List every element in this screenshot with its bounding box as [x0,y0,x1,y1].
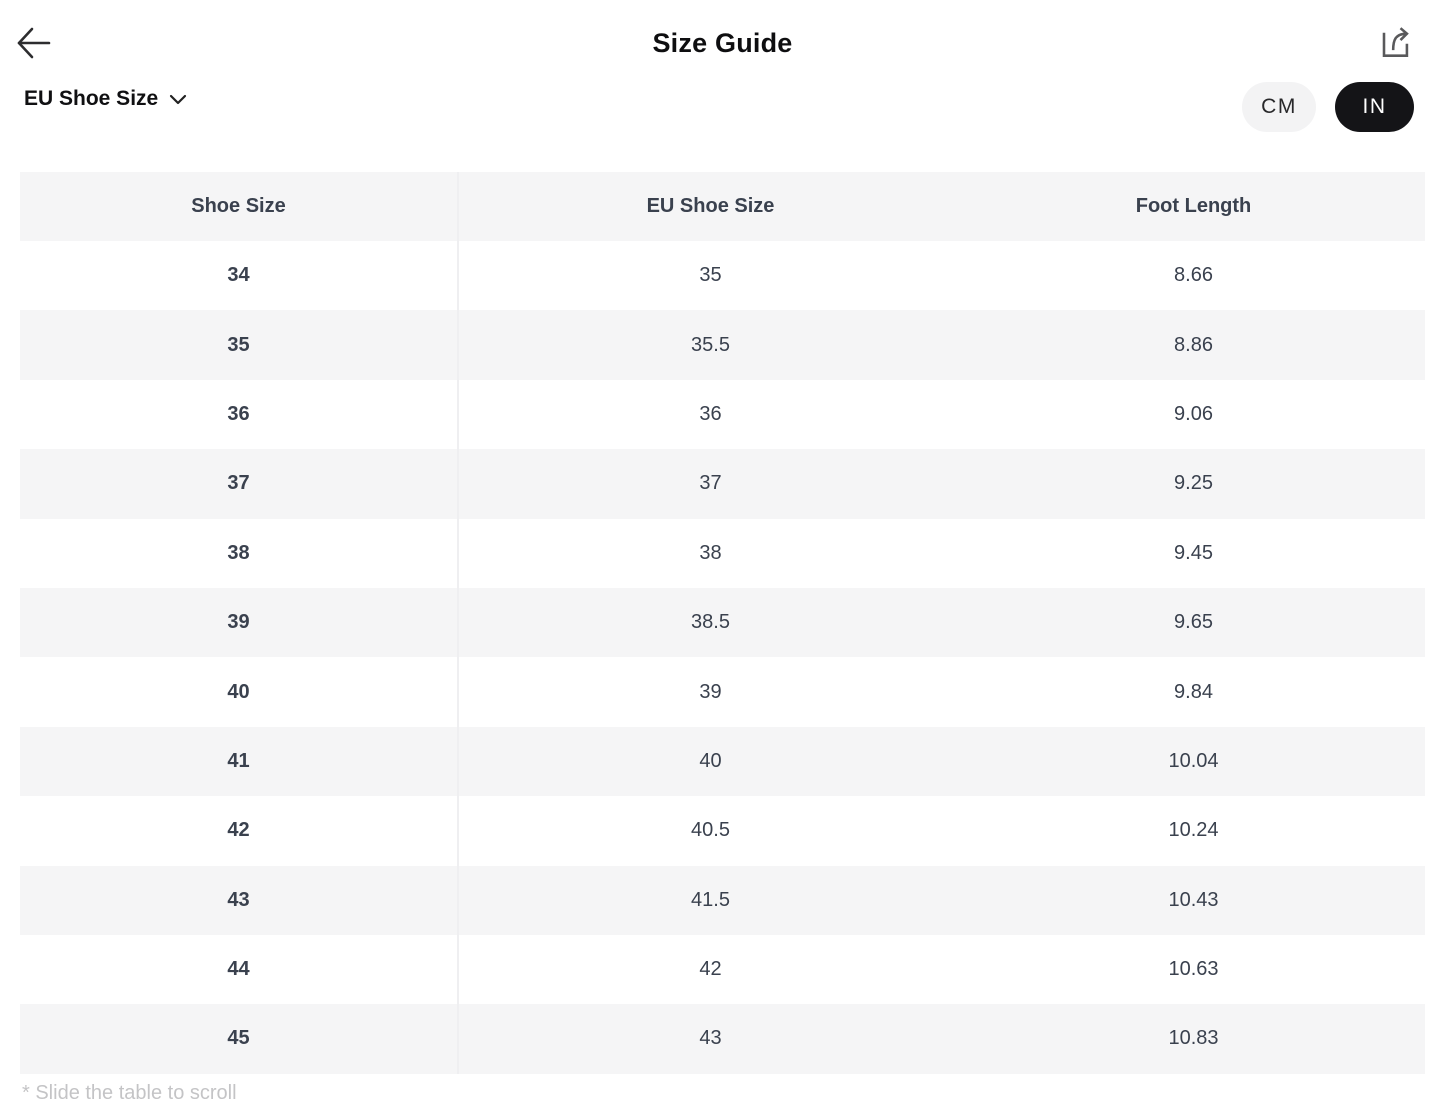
back-button[interactable] [10,20,58,68]
table-cell: 8.66 [1174,264,1213,287]
table-cell: 40 [227,680,250,703]
table-cell: 10.04 [1168,749,1219,772]
scroll-hint-note: * Slide the table to scroll [22,1082,237,1104]
table-row: 41 40 10.04 [20,726,1425,797]
table-row: 43 41.5 10.43 [20,865,1425,935]
table-cell: 9.65 [1174,611,1213,634]
table-row: 42 40.5 10.24 [20,796,1425,866]
size-system-label: EU Shoe Size [24,87,159,110]
table-cell: 44 [227,958,250,981]
unit-cm-button[interactable]: CM [1242,82,1316,132]
table-cell: 42 [457,934,962,1005]
table-cell: 41 [227,749,250,772]
table-cell: 9.84 [1174,680,1213,703]
table-row: 35 35.5 8.86 [20,310,1425,380]
table-cell: 35 [457,241,962,311]
column-header-eu-shoe-size: EU Shoe Size [457,172,962,241]
table-cell: 38 [457,518,962,588]
table-body: 34 35 8.66 35 35.5 8.86 36 36 9.06 37 37 9.25 38 38 9.… [20,241,1425,1074]
table-cell: 37 [227,472,250,495]
table-cell: 39 [457,657,962,727]
share-icon [1373,19,1417,66]
table-row: 39 38.5 9.65 [20,587,1425,658]
table-cell: 38.5 [457,587,962,658]
size-table[interactable]: Shoe Size EU Shoe Size Foot Length 34 35 8.6… [20,172,1425,1074]
chevron-down-icon [169,87,187,111]
page-title: Size Guide [652,28,793,58]
table-cell: 36 [227,402,250,425]
unit-toggle: CM IN [1242,82,1414,132]
table-cell: 45 [227,1027,250,1050]
size-system-selector[interactable]: EU Shoe Size [24,87,187,111]
column-header-shoe-size: Shoe Size [191,195,286,217]
table-cell: 37 [457,449,962,519]
table-cell: 42 [227,819,250,842]
table-cell: 10.43 [1168,888,1219,911]
table-cell: 36 [457,379,962,450]
table-cell: 43 [457,1004,962,1074]
table-row: 38 38 9.45 [20,518,1425,588]
table-row: 34 35 8.66 [20,241,1425,311]
table-cell: 43 [227,888,250,911]
column-header-foot-length: Foot Length [1135,195,1252,217]
table-row: 37 37 9.25 [20,449,1425,519]
share-button[interactable] [1369,16,1421,68]
table-cell: 35 [227,333,250,356]
table-row: 44 42 10.63 [20,934,1425,1005]
table-cell: 40.5 [457,796,962,866]
table-cell: 8.86 [1174,333,1213,356]
table-cell: 34 [227,264,250,287]
table-row: 45 43 10.83 [20,1004,1425,1074]
unit-in-button[interactable]: IN [1335,82,1414,132]
table-cell: 10.63 [1168,958,1219,981]
table-cell: 10.24 [1168,819,1219,842]
table-header-row: Shoe Size EU Shoe Size Foot Length [20,172,1425,241]
table-cell: 9.06 [1174,402,1213,425]
table-cell: 10.83 [1168,1027,1219,1050]
table-row: 40 39 9.84 [20,657,1425,727]
table-cell: 9.45 [1174,541,1213,564]
table-row: 36 36 9.06 [20,379,1425,450]
table-cell: 40 [457,726,962,797]
table-cell: 9.25 [1174,472,1213,495]
arrow-left-icon [15,26,53,63]
table-cell: 41.5 [457,865,962,935]
table-cell: 35.5 [457,310,962,380]
table-cell: 38 [227,541,250,564]
table-cell: 39 [227,611,250,634]
